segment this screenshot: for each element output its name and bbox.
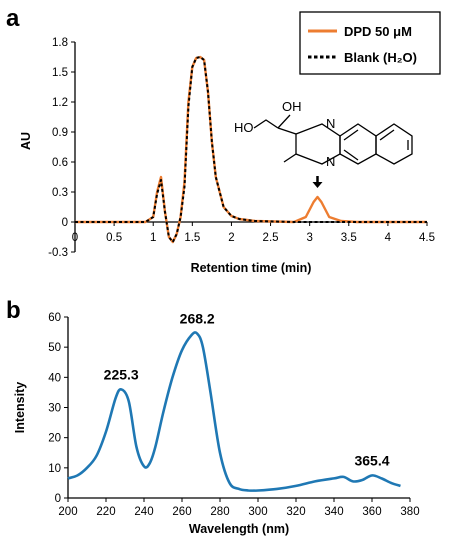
peak-arrow-icon xyxy=(312,176,323,188)
chromatogram-series xyxy=(75,55,427,244)
x-tick-label: 0.5 xyxy=(106,232,122,244)
spectrum-line xyxy=(67,331,401,492)
panel-a-label: a xyxy=(6,5,20,32)
x-tick-label: 3 xyxy=(306,232,312,244)
y-tick-label: 60 xyxy=(48,312,61,324)
chromatogram-y-axis-title: AU xyxy=(19,132,33,150)
peak-label: 365.4 xyxy=(354,452,389,468)
y-tick-label: 30 xyxy=(48,403,61,415)
x-tick-label: 340 xyxy=(324,506,343,518)
x-tick-label: 1.5 xyxy=(184,232,200,244)
spectrum-series xyxy=(67,331,401,492)
x-tick-label: 2.5 xyxy=(263,232,279,244)
y-tick-label: 0.9 xyxy=(52,127,68,139)
chromatogram-tick-labels: -0.3 0 0.3 0.6 0.9 1.2 1.5 1.8 0 0.5 1 1.5 2 2.5 3 3.5 4… xyxy=(48,37,435,259)
y-tick-label: 1.5 xyxy=(52,67,68,79)
spectrum-x-axis-title: Wavelength (nm) xyxy=(189,522,289,536)
spectrum-tick-labels: 0 10 20 30 40 50 60 200 220 240 260 280 300 320 340 360… xyxy=(48,312,419,518)
legend-box xyxy=(299,11,441,75)
chromatogram-x-axis-title: Retention time (min) xyxy=(191,261,312,275)
y-tick-label: 1.8 xyxy=(52,37,68,49)
x-tick-label: 320 xyxy=(286,506,305,518)
x-tick-label: 3.5 xyxy=(341,232,357,244)
series-dpd-line xyxy=(75,55,427,244)
peak-label: 225.3 xyxy=(104,366,139,382)
y-tick-label: 20 xyxy=(48,433,61,445)
y-tick-label: 50 xyxy=(48,342,61,354)
svg-text:N: N xyxy=(326,154,335,169)
x-tick-label: 300 xyxy=(248,506,267,518)
legend-label-blank: Blank (H₂O) xyxy=(344,50,417,65)
x-tick-label: 380 xyxy=(400,506,419,518)
x-tick-label: 240 xyxy=(134,506,153,518)
peak-label: 268.2 xyxy=(180,311,215,327)
spectrum-peak-labels: 225.3 268.2 365.4 xyxy=(104,311,390,469)
x-tick-label: 200 xyxy=(58,506,77,518)
spectrum-chart: 0 10 20 30 40 50 60 200 220 240 260 280 300 320 340 360… xyxy=(13,311,420,536)
x-tick-label: 0 xyxy=(72,232,78,244)
svg-text:OH: OH xyxy=(282,99,302,114)
y-tick-label: 10 xyxy=(48,463,61,475)
molecule-structure-icon: HO OH N N xyxy=(234,99,413,169)
x-tick-label: 260 xyxy=(172,506,191,518)
svg-text:HO: HO xyxy=(234,120,254,135)
x-tick-label: 2 xyxy=(228,232,234,244)
y-tick-label: 40 xyxy=(48,372,61,384)
chromatogram-chart: -0.3 0 0.3 0.6 0.9 1.2 1.5 1.8 0 0.5 1 1.5 2 2.5 3 3.5 4… xyxy=(19,11,441,275)
y-tick-label: 0.3 xyxy=(52,187,68,199)
y-tick-label: 0.6 xyxy=(52,157,68,169)
y-tick-label: -0.3 xyxy=(48,247,68,259)
x-tick-label: 1 xyxy=(150,232,156,244)
series-blank-line xyxy=(75,56,427,243)
x-tick-label: 4.5 xyxy=(419,232,435,244)
chromatogram-legend: DPD 50 μM Blank (H₂O) xyxy=(299,11,441,75)
panel-b-label: b xyxy=(6,297,21,324)
y-tick-label: 1.2 xyxy=(52,97,68,109)
legend-label-dpd: DPD 50 μM xyxy=(344,24,412,39)
spectrum-y-axis-title: Intensity xyxy=(13,382,27,433)
x-tick-label: 280 xyxy=(210,506,229,518)
y-tick-label: 0 xyxy=(62,217,68,229)
x-tick-label: 220 xyxy=(96,506,115,518)
x-tick-label: 360 xyxy=(362,506,381,518)
svg-text:N: N xyxy=(326,116,335,131)
x-tick-label: 4 xyxy=(385,232,392,244)
y-tick-label: 0 xyxy=(55,493,61,505)
spectrum-axes xyxy=(64,316,411,502)
